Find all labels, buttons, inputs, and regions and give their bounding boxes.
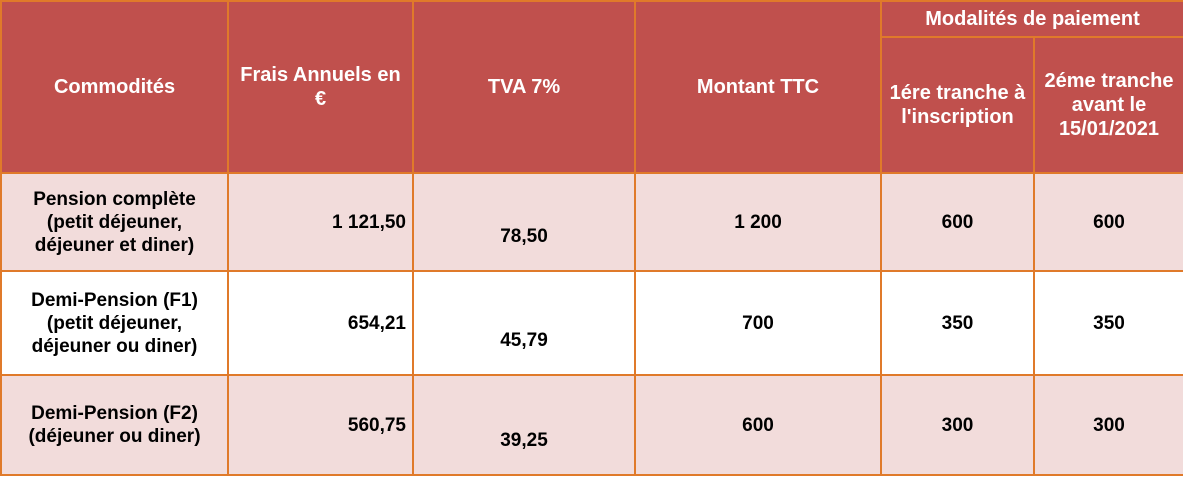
cell-tva: 45,79: [412, 270, 636, 376]
cell-tva: 39,25: [412, 374, 636, 476]
cell-tva: 78,50: [412, 172, 636, 272]
cell-commodite: Demi-Pension (F1) (petit déjeuner, déjeu…: [0, 270, 229, 376]
cell-commodite: Pension complète (petit déjeuner, déjeun…: [0, 172, 229, 272]
header-montant-ttc: Montant TTC: [634, 0, 882, 174]
header-tranche-2: 2éme tranche avant le 15/01/2021: [1033, 36, 1183, 174]
table-row: Pension complète (petit déjeuner, déjeun…: [0, 172, 1183, 272]
header-modalites-paiement: Modalités de paiement: [880, 0, 1183, 38]
cell-frais: 560,75: [227, 374, 414, 476]
cell-tranche-2: 300: [1033, 374, 1183, 476]
cell-frais: 654,21: [227, 270, 414, 376]
header-tranche-1: 1ére tranche à l'inscription: [880, 36, 1035, 174]
cell-tranche-1: 300: [880, 374, 1035, 476]
cell-commodite: Demi-Pension (F2)(déjeuner ou diner): [0, 374, 229, 476]
header-frais-annuels: Frais Annuels en €: [227, 0, 414, 174]
cell-montant: 1 200: [634, 172, 882, 272]
cell-montant: 700: [634, 270, 882, 376]
cell-montant: 600: [634, 374, 882, 476]
cell-tranche-2: 350: [1033, 270, 1183, 376]
cell-tranche-1: 350: [880, 270, 1035, 376]
cell-tranche-2: 600: [1033, 172, 1183, 272]
table-row: Demi-Pension (F1) (petit déjeuner, déjeu…: [0, 270, 1183, 376]
table-row: Demi-Pension (F2)(déjeuner ou diner) 560…: [0, 374, 1183, 476]
cell-frais: 1 121,50: [227, 172, 414, 272]
header-commodites: Commodités: [0, 0, 229, 174]
header-tva: TVA 7%: [412, 0, 636, 174]
cell-tranche-1: 600: [880, 172, 1035, 272]
